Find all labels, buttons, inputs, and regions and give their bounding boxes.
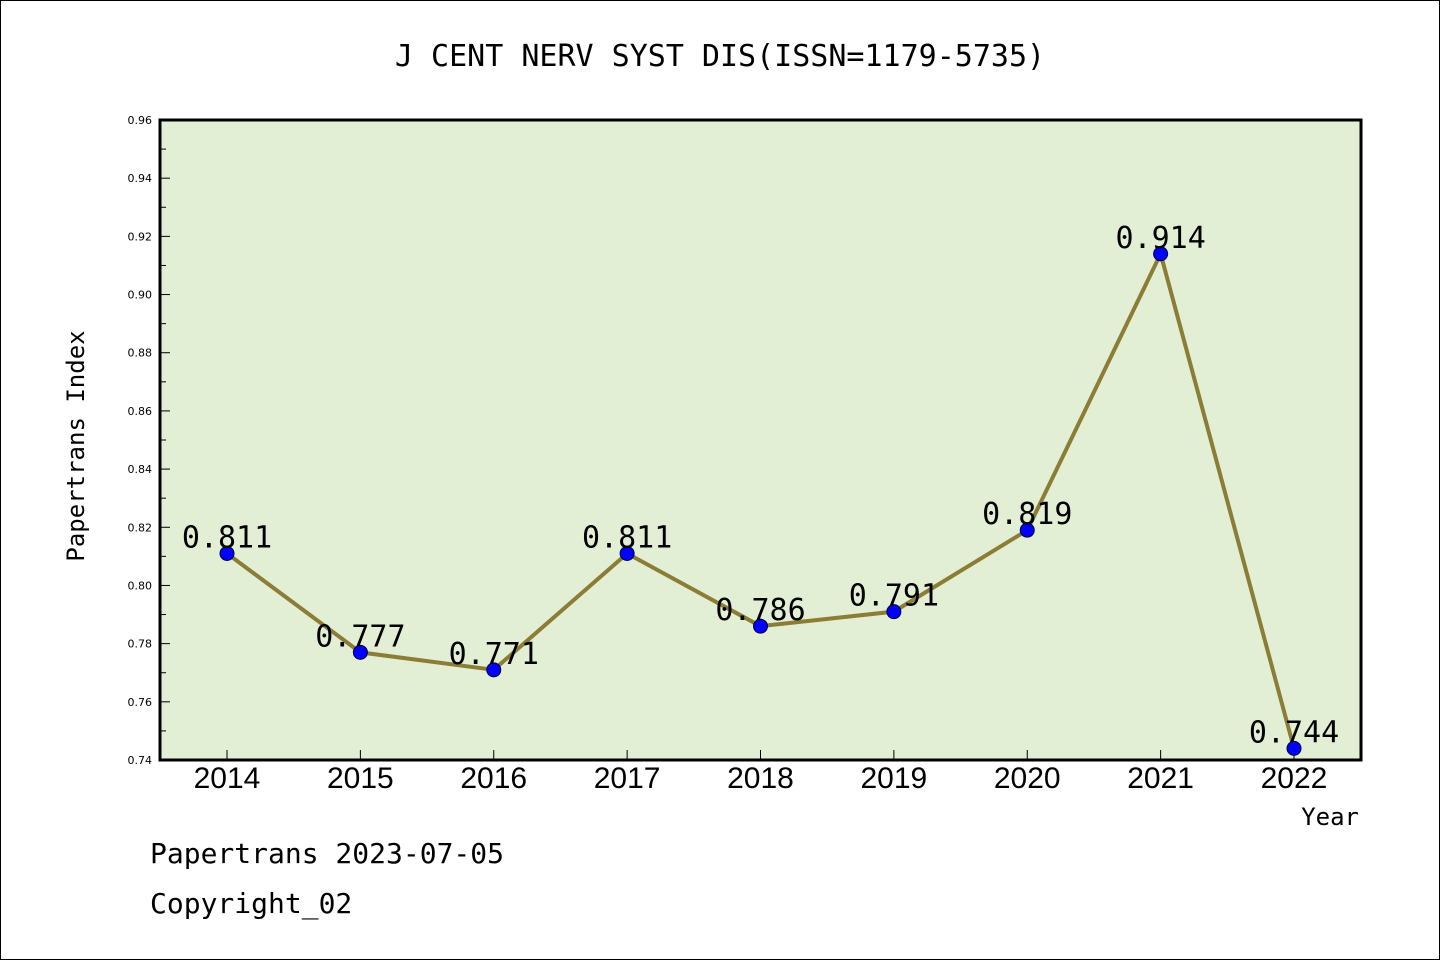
y-tick-label: 0.84	[128, 463, 153, 476]
x-tick-label: 2014	[194, 762, 261, 795]
x-tick-label: 2018	[727, 762, 794, 795]
y-tick-label: 0.74	[128, 754, 153, 767]
y-tick-label: 0.80	[128, 579, 153, 592]
series-line-group	[219, 246, 1302, 756]
y-tick-label: 0.96	[128, 114, 153, 127]
y-tick-label: 0.82	[128, 521, 153, 534]
x-tick-label: 2015	[327, 762, 394, 795]
y-axis: 0.74 0.76 0.78 0.80 0.82 0.84 0.86 0.88 0.90 0.92…	[128, 114, 170, 767]
x-axis-label: Year	[1301, 803, 1359, 831]
y-tick-label: 0.76	[128, 696, 153, 709]
x-tick-label: 2019	[861, 762, 928, 795]
data-label: 0.819	[982, 497, 1072, 532]
y-tick-label: 0.94	[128, 172, 153, 185]
x-tick-label: 2021	[1127, 762, 1194, 795]
x-tick-label: 2022	[1261, 762, 1328, 795]
data-point	[1153, 246, 1169, 262]
x-tick-label: 2020	[994, 762, 1061, 795]
x-tick-label: 2017	[594, 762, 661, 795]
y-tick-label: 0.78	[128, 638, 153, 651]
y-tick-label: 0.90	[128, 289, 153, 302]
x-axis: 2014 2015 2016 2017 2018 2019 2020 2021 2022	[194, 750, 1328, 795]
data-label: 0.791	[849, 579, 939, 614]
data-label: 0.771	[449, 637, 539, 672]
data-point	[352, 644, 368, 660]
data-point	[619, 545, 635, 561]
y-tick-label: 0.88	[128, 347, 153, 360]
data-label: 0.811	[582, 520, 672, 555]
data-point	[886, 604, 902, 620]
footer-copyright: Copyright_02	[150, 887, 352, 921]
data-label-group: 0.811 0.777 0.771 0.811 0.786 0.791 0.819 0.914…	[182, 221, 1339, 751]
data-label: 0.777	[315, 619, 405, 654]
data-label: 0.914	[1115, 221, 1205, 256]
data-point	[486, 662, 502, 678]
y-tick-label: 0.86	[128, 405, 153, 418]
data-label: 0.786	[715, 593, 805, 628]
data-point	[219, 545, 235, 561]
y-axis-label: Papertrans Index	[62, 330, 90, 561]
data-point	[1286, 740, 1302, 756]
data-point	[1019, 522, 1035, 538]
data-label: 0.744	[1249, 715, 1339, 750]
footer-date: Papertrans 2023-07-05	[150, 837, 504, 870]
data-label: 0.811	[182, 520, 272, 555]
plot-area	[158, 118, 1363, 762]
data-point	[753, 618, 768, 634]
y-tick-label: 0.92	[128, 230, 153, 243]
x-tick-label: 2016	[460, 762, 527, 795]
chart-title: J CENT NERV SYST DIS(ISSN=1179-5735)	[395, 39, 1045, 74]
